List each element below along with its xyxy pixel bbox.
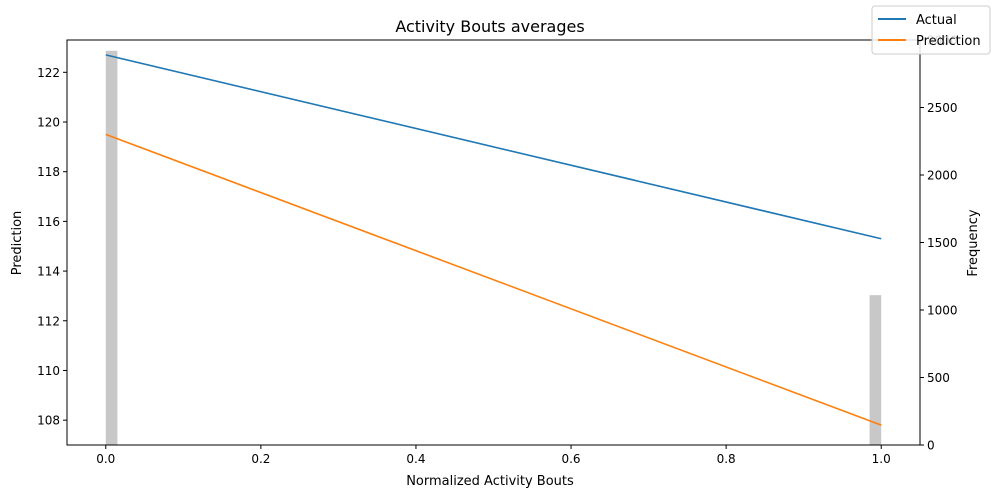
x-tick-label: 0.0 (96, 452, 115, 466)
series-line-prediction (105, 133, 882, 426)
y-tick-label: 120 (37, 115, 60, 129)
plot-frame (66, 39, 921, 446)
chart-title: Activity Bouts averages (395, 17, 584, 36)
y-tick-label: 110 (37, 364, 60, 378)
x-axis-label: Normalized Activity Bouts (406, 474, 574, 489)
frequency-bar-0 (105, 50, 118, 446)
x-tick-label: 0.2 (251, 452, 270, 466)
x-tick-label: 0.4 (406, 452, 425, 466)
y2-tick-label: 1500 (927, 236, 958, 250)
y2-tick-label: 1000 (927, 304, 958, 318)
y2-axis-label: Frequency (966, 209, 981, 276)
plot-area (105, 50, 882, 446)
x-axis: 0.0 0.2 0.4 0.6 0.8 1.0 (96, 445, 891, 466)
y-tick-label: 118 (37, 165, 60, 179)
frequency-bars (105, 50, 882, 446)
y2-tick-label: 2000 (927, 169, 958, 183)
y-axis-right: 050010001500200025003000 (920, 34, 958, 453)
frequency-bar-1 (869, 295, 882, 445)
y-tick-label: 114 (37, 265, 60, 279)
y2-tick-label: 500 (927, 371, 950, 385)
legend-label-actual: Actual (916, 13, 957, 28)
x-tick-label: 1.0 (872, 452, 891, 466)
legend-label-prediction: Prediction (916, 34, 981, 49)
y-tick-label: 108 (37, 414, 60, 428)
y-axis-left: 108 110 112 114 116 118 120 122 (37, 66, 67, 428)
y-tick-label: 112 (37, 314, 60, 328)
y-tick-label: 122 (37, 66, 60, 80)
y-axis-label: Prediction (10, 211, 25, 276)
series-line-actual (105, 54, 882, 240)
y-tick-label: 116 (37, 215, 60, 229)
y2-tick-label: 2500 (927, 101, 958, 115)
x-tick-label: 0.6 (561, 452, 580, 466)
series-lines (105, 54, 882, 426)
y2-tick-label: 0 (927, 439, 935, 453)
x-tick-label: 0.8 (717, 452, 736, 466)
legend: Actual Prediction (871, 5, 991, 55)
